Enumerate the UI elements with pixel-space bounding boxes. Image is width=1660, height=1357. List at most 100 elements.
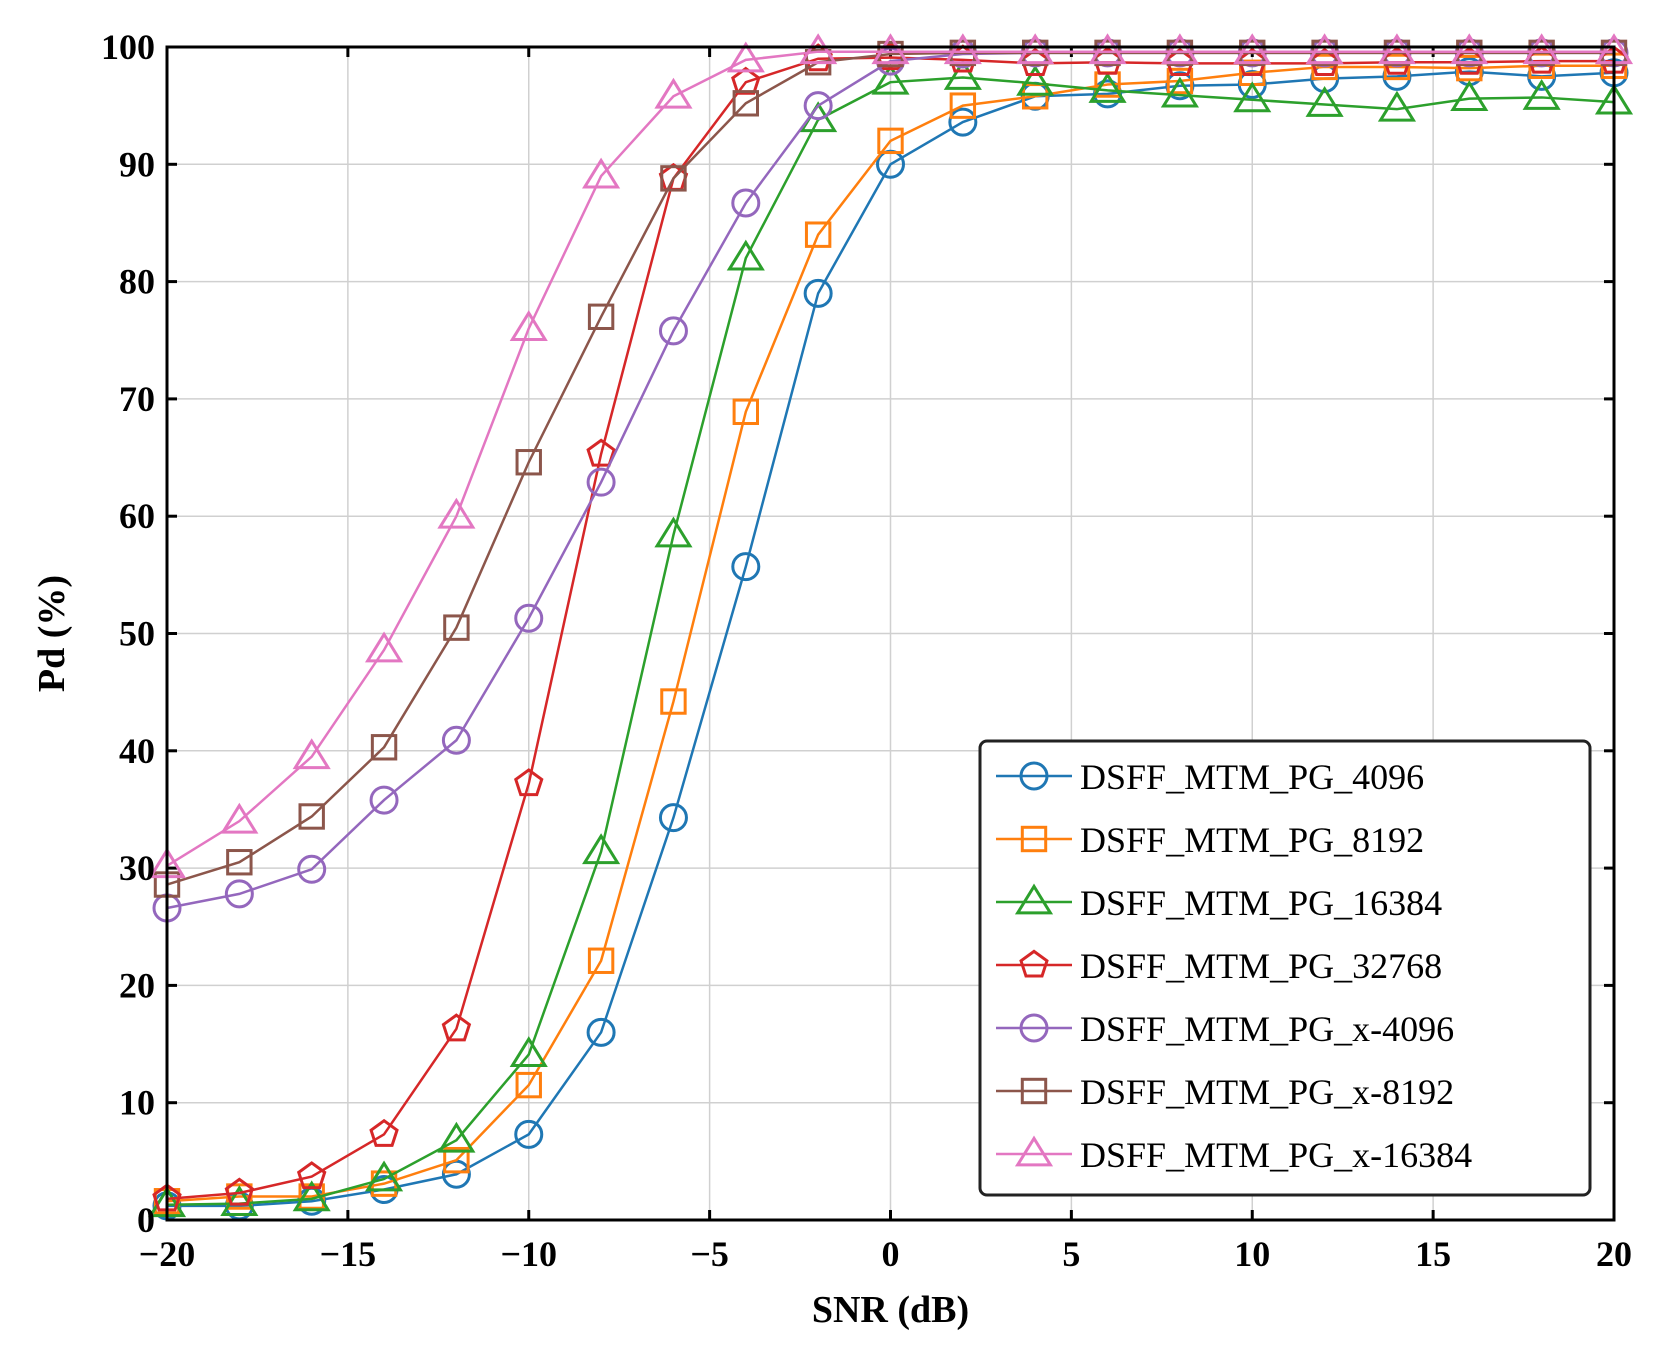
y-tick-label: 60 — [119, 496, 155, 536]
legend-item: DSFF_MTM_PG_x-4096 — [996, 1009, 1454, 1049]
data-point — [586, 1017, 616, 1047]
data-point — [731, 66, 761, 95]
data-point — [296, 1161, 327, 1190]
data-point — [1305, 33, 1344, 65]
data-point — [1166, 67, 1194, 95]
legend-item: DSFF_MTM_PG_16384 — [996, 883, 1442, 923]
legend-marker — [1019, 1013, 1049, 1043]
data-point — [871, 33, 910, 65]
y-tick-labels: 0 10 20 30 40 50 60 70 80 90 100 — [101, 27, 155, 1240]
data-point — [582, 157, 621, 189]
data-point — [660, 165, 687, 192]
data-point — [587, 947, 615, 974]
legend-item: DSFF_MTM_PG_4096 — [996, 757, 1424, 797]
data-point — [654, 77, 693, 109]
data-point — [1160, 33, 1199, 65]
data-point — [1377, 33, 1417, 65]
legend-label: DSFF_MTM_PG_8192 — [1080, 820, 1424, 860]
legend-marker — [1020, 825, 1048, 853]
x-tick-label: 5 — [1062, 1234, 1080, 1274]
legend-label: DSFF_MTM_PG_4096 — [1080, 757, 1424, 797]
data-point — [509, 310, 548, 341]
data-point — [441, 725, 471, 755]
data-point — [298, 803, 325, 830]
data-point — [369, 785, 399, 815]
series-line — [166, 56, 1614, 1201]
y-tick-label: 70 — [119, 379, 155, 419]
data-point — [441, 1013, 472, 1042]
data-point — [943, 33, 982, 65]
x-tick-label: −20 — [139, 1234, 196, 1274]
data-point — [1233, 33, 1272, 65]
data-point — [658, 803, 688, 833]
data-point — [871, 63, 910, 95]
data-point — [509, 1036, 548, 1068]
data-point — [1450, 33, 1489, 65]
y-tick-label: 80 — [119, 262, 155, 302]
data-point — [1016, 33, 1055, 65]
data-point — [369, 1118, 399, 1147]
data-point — [1522, 33, 1561, 65]
data-point — [1160, 76, 1199, 108]
y-tick-label: 40 — [119, 731, 155, 771]
x-tick-label: 20 — [1596, 1234, 1632, 1274]
data-point — [726, 239, 765, 271]
data-point — [803, 91, 833, 121]
x-tick-label: −10 — [500, 1234, 557, 1274]
x-tick-label: 10 — [1234, 1234, 1270, 1274]
data-point — [514, 603, 544, 633]
legend-item: DSFF_MTM_PG_8192 — [996, 820, 1424, 860]
data-point — [732, 90, 759, 117]
data-point — [943, 59, 982, 90]
legend-marker — [1019, 949, 1049, 978]
y-axis-title: Pd (%) — [31, 575, 73, 692]
data-point — [292, 1180, 331, 1212]
data-point — [726, 41, 765, 73]
data-point — [1088, 33, 1127, 65]
x-tick-label: 0 — [882, 1234, 900, 1274]
x-tick-label: −5 — [690, 1234, 729, 1274]
data-point — [587, 303, 615, 330]
data-point — [1016, 64, 1055, 96]
data-point — [660, 688, 687, 715]
data-point — [224, 1177, 255, 1206]
data-point — [586, 467, 616, 497]
y-tick-label: 30 — [119, 848, 155, 888]
legend-marker — [1020, 1077, 1048, 1105]
data-point — [364, 1160, 404, 1192]
series-DSFF_MTM_PG_x-16384 — [147, 33, 1634, 879]
data-point — [443, 614, 470, 641]
series-line — [166, 64, 1614, 1203]
data-point — [292, 738, 331, 770]
data-point — [1233, 81, 1272, 113]
data-point — [364, 631, 404, 663]
data-point — [443, 1146, 470, 1174]
x-tick-label: 15 — [1415, 1234, 1451, 1274]
plot-frame — [165, 45, 1616, 1222]
data-point — [437, 1121, 476, 1153]
legend-label: DSFF_MTM_PG_x-16384 — [1080, 1135, 1472, 1175]
y-tick-label: 90 — [119, 144, 155, 184]
legend-item: DSFF_MTM_PG_x-8192 — [996, 1072, 1454, 1112]
data-point — [799, 33, 838, 65]
data-point — [515, 1071, 542, 1099]
x-axis-title: SNR (dB) — [812, 1289, 969, 1331]
legend-label: DSFF_MTM_PG_16384 — [1080, 883, 1442, 923]
data-point — [731, 552, 761, 582]
y-tick-label: 0 — [137, 1200, 155, 1240]
data-point — [437, 497, 476, 529]
data-point — [803, 278, 833, 308]
series-line — [167, 70, 1615, 1208]
data-point — [370, 734, 398, 761]
data-point — [297, 854, 327, 884]
legend-item: DSFF_MTM_PG_x-16384 — [996, 1135, 1472, 1175]
data-point — [877, 127, 904, 155]
data-point — [732, 398, 759, 426]
legend-marker — [1014, 883, 1054, 915]
y-tick-label: 10 — [119, 1083, 155, 1123]
data-point — [514, 1119, 544, 1149]
legend: DSFF_MTM_PG_4096 DSFF_MTM_PG_8192 DSFF_MTM… — [978, 739, 1592, 1197]
x-tick-labels: −20 −15 −10 −5 0 5 10 15 20 — [139, 1234, 1632, 1274]
data-point — [654, 516, 693, 548]
